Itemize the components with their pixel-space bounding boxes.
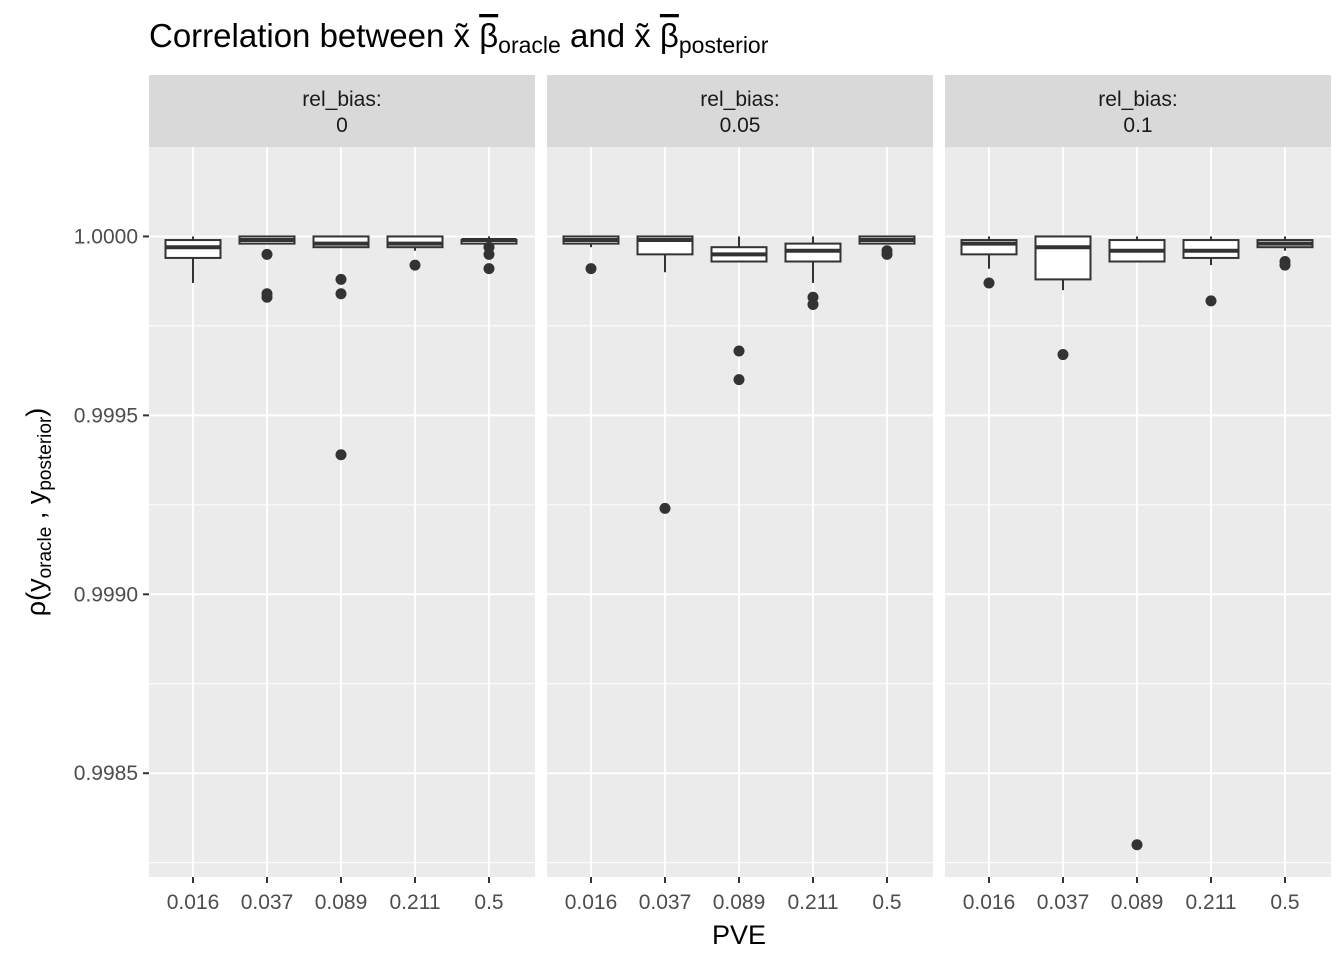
title-beta-1: β — [479, 17, 498, 54]
box-plot — [960, 236, 1018, 289]
facet-panel: rel_bias: 0 0.016 0.037 0.089 0.211 0.5 — [149, 75, 535, 914]
y-label-separator: , y — [21, 490, 51, 527]
title-beta-2: β — [660, 17, 679, 54]
facet-strip-value: 0 — [336, 114, 348, 137]
x-tick-label: 0.016 — [565, 891, 618, 914]
outlier-point — [659, 502, 671, 514]
facet-strip-label: rel_bias: — [302, 88, 381, 111]
outlier-point — [733, 374, 745, 386]
outlier-point — [335, 449, 347, 461]
box-plot — [710, 236, 768, 386]
outlier-point — [335, 273, 347, 285]
y-label-rho: ρ(y — [21, 578, 51, 616]
facet-strip-label: rel_bias: — [1098, 88, 1177, 111]
box-plot — [562, 235, 620, 275]
title-subscript-1: oracle — [498, 32, 561, 58]
outlier-point — [261, 248, 273, 260]
chart-title: Correlation between x̃ βoracle and x̃ βp… — [149, 17, 769, 58]
x-tick-label: 0.211 — [788, 891, 839, 914]
outlier-point — [1205, 295, 1217, 307]
box-plot — [784, 236, 842, 310]
title-subscript-2: posterior — [679, 32, 769, 58]
title-prefix: Correlation between — [149, 17, 454, 54]
x-tick-label: 0.016 — [963, 891, 1016, 914]
outlier-point — [1279, 259, 1291, 271]
y-axis: 0.9985 0.9990 0.9995 1.0000 — [74, 225, 149, 785]
box-plot — [1034, 235, 1092, 361]
x-tick-label: 0.211 — [1186, 891, 1237, 914]
y-label-close: ) — [21, 408, 51, 417]
box-plot — [460, 236, 518, 275]
box-plot — [312, 235, 370, 461]
box-plot — [238, 235, 296, 303]
title-x-symbol-2: x̃ — [634, 17, 651, 54]
outlier-point — [483, 248, 495, 260]
box-plot — [1108, 236, 1166, 851]
outlier-point — [335, 288, 347, 300]
x-tick-label: 0.211 — [390, 891, 441, 914]
facet-strip — [149, 75, 535, 147]
outlier-point — [585, 263, 597, 275]
x-tick-label: 0.089 — [1111, 891, 1164, 914]
x-axis-label: PVE — [712, 920, 766, 950]
facet-panel: rel_bias: 0.1 0.016 0.037 0.089 0.211 0.5 — [945, 75, 1331, 914]
outlier-point — [733, 345, 745, 357]
facet-panel: rel_bias: 0.05 0.016 0.037 0.089 0.211 0.5 — [547, 75, 933, 914]
facet-strip-value: 0.05 — [720, 114, 761, 137]
x-tick-label: 0.016 — [167, 891, 220, 914]
outlier-point — [409, 259, 421, 271]
x-tick-label: 0.089 — [713, 891, 766, 914]
y-tick-label: 0.9985 — [74, 762, 138, 785]
x-tick-label: 0.037 — [241, 891, 294, 914]
y-axis-label: ρ(yoracle , yposterior) — [21, 408, 56, 617]
facet-strip — [945, 75, 1331, 147]
outlier-point — [807, 298, 819, 310]
title-mid: and — [561, 17, 634, 54]
outlier-point — [983, 277, 995, 289]
y-tick-label: 0.9995 — [74, 404, 138, 427]
y-label-subscript-2: posterior — [35, 416, 56, 491]
box-plot — [1182, 236, 1240, 307]
box-plot — [164, 236, 222, 283]
box-plot — [1256, 236, 1314, 271]
outlier-point — [881, 248, 893, 260]
y-tick-label: 0.9990 — [74, 583, 138, 606]
x-tick-label: 0.5 — [1270, 891, 1299, 914]
x-tick-label: 0.5 — [474, 891, 503, 914]
box-plot — [636, 235, 694, 514]
y-tick-label: 1.0000 — [74, 225, 138, 248]
outlier-point — [483, 263, 495, 275]
facet-strip — [547, 75, 933, 147]
y-label-subscript-1: oracle — [35, 527, 56, 579]
box-iqr — [1034, 235, 1092, 281]
x-tick-label: 0.089 — [315, 891, 368, 914]
outlier-point — [1131, 839, 1143, 851]
outlier-point — [1057, 349, 1069, 361]
facet-strip-value: 0.1 — [1123, 114, 1152, 137]
x-tick-label: 0.037 — [1037, 891, 1090, 914]
facet-strip-label: rel_bias: — [700, 88, 779, 111]
x-tick-label: 0.037 — [639, 891, 692, 914]
x-tick-label: 0.5 — [872, 891, 901, 914]
facet-panels: rel_bias:00.016 0.037 0.089 0.211 0.5rel_bia… — [74, 75, 1331, 914]
title-x-symbol: x̃ — [454, 17, 471, 54]
outlier-point — [261, 291, 273, 303]
box-plot — [858, 235, 916, 260]
box-plot — [386, 235, 444, 271]
